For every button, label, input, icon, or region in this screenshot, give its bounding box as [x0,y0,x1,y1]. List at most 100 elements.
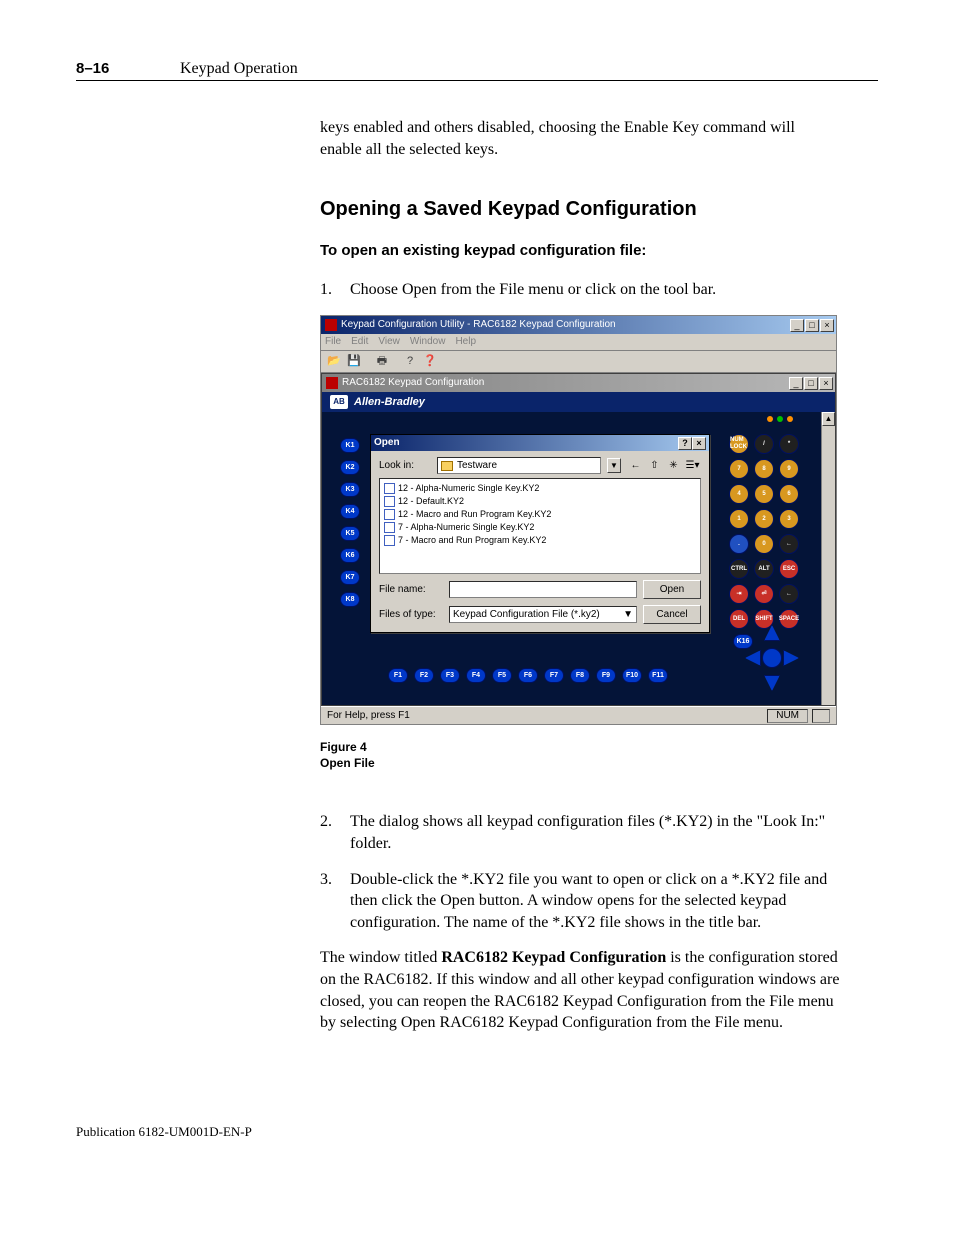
numpad-key[interactable]: 6 [779,484,799,504]
key-k4[interactable]: K4 [340,504,360,519]
key-f4[interactable]: F4 [466,668,486,683]
key-f9[interactable]: F9 [596,668,616,683]
views-icon[interactable]: ☰▾ [684,457,701,474]
minimize-button[interactable]: _ [790,319,804,332]
maximize-button[interactable]: □ [805,319,819,332]
numpad-key[interactable]: . [729,534,749,554]
key-f5[interactable]: F5 [492,668,512,683]
numpad-key[interactable]: 4 [729,484,749,504]
numpad-key[interactable]: * [779,434,799,454]
file-item[interactable]: 12 - Alpha-Numeric Single Key.KY2 [384,482,696,495]
dpad-up[interactable] [764,625,780,641]
key-f10[interactable]: F10 [622,668,642,683]
filename-field[interactable] [449,581,637,598]
file-item[interactable]: 7 - Alpha-Numeric Single Key.KY2 [384,521,696,534]
help-icon[interactable]: ? [401,353,419,370]
file-name: 7 - Alpha-Numeric Single Key.KY2 [398,521,534,533]
numpad-key[interactable]: CTRL [729,559,749,579]
whatsthis-icon[interactable]: ❓ [421,353,439,370]
numpad-key[interactable]: 8 [754,459,774,479]
numpad-key[interactable]: ALT [754,559,774,579]
menu-file[interactable]: File [325,335,341,349]
file-name: 12 - Alpha-Numeric Single Key.KY2 [398,482,539,494]
print-icon[interactable]: 🖶 [373,353,391,370]
file-list[interactable]: 12 - Alpha-Numeric Single Key.KY212 - De… [379,478,701,574]
app-icon [325,319,337,331]
numpad-key[interactable]: 0 [754,534,774,554]
toolbar: 📂 💾 🖶 ? ❓ [321,351,836,373]
key-f1[interactable]: F1 [388,668,408,683]
outer-titlebar: Keypad Configuration Utility - RAC6182 K… [321,316,836,334]
dpad-left[interactable] [745,650,761,666]
key-k6[interactable]: K6 [340,548,360,563]
numpad-key[interactable]: 7 [729,459,749,479]
numpad-key[interactable]: ⏎ [754,584,774,604]
dpad-center[interactable] [762,648,782,668]
open-icon[interactable]: 📂 [325,353,343,370]
dpad [739,625,805,691]
dialog-close-button[interactable]: × [692,437,706,450]
numpad-key[interactable]: NUM LOCK [729,434,749,454]
numpad-key[interactable]: ← [779,584,799,604]
numpad: NUM LOCK/*789456123.0←CTRLALTESC⇥⏎←DELSH… [729,434,799,629]
filetype-arrow-icon[interactable]: ▼ [623,608,633,622]
child-close-button[interactable]: × [819,377,833,390]
file-name: 12 - Default.KY2 [398,495,464,507]
file-item[interactable]: 12 - Default.KY2 [384,495,696,508]
combo-arrow-icon[interactable]: ▼ [607,458,621,473]
child-minimize-button[interactable]: _ [789,377,803,390]
close-button[interactable]: × [820,319,834,332]
filetype-field[interactable]: Keypad Configuration File (*.ky2) ▼ [449,606,637,623]
child-maximize-button[interactable]: □ [804,377,818,390]
scrollbar[interactable]: ▲ [821,412,835,705]
key-k3[interactable]: K3 [340,482,360,497]
numpad-key[interactable]: 9 [779,459,799,479]
key-k5[interactable]: K5 [340,526,360,541]
cancel-button[interactable]: Cancel [643,605,701,624]
menu-edit[interactable]: Edit [351,335,368,349]
file-item[interactable]: 12 - Macro and Run Program Key.KY2 [384,508,696,521]
key-k2[interactable]: K2 [340,460,360,475]
dpad-down[interactable] [764,675,780,691]
key-f2[interactable]: F2 [414,668,434,683]
dpad-right[interactable] [783,650,799,666]
scroll-up-icon[interactable]: ▲ [822,412,835,426]
mdi-child-window: RAC6182 Keypad Configuration _ □ × AB Al… [321,373,836,706]
numpad-key[interactable]: 5 [754,484,774,504]
numpad-key[interactable]: / [754,434,774,454]
save-icon[interactable]: 💾 [345,353,363,370]
dialog-help-button[interactable]: ? [678,437,692,450]
page-header: 8–16 Keypad Operation [76,60,878,81]
open-button[interactable]: Open [643,580,701,599]
numpad-key[interactable]: ← [779,534,799,554]
dialog-title: Open [374,436,400,450]
menu-window[interactable]: Window [410,335,446,349]
menubar: File Edit View Window Help [321,334,836,351]
numpad-key[interactable]: 3 [779,509,799,529]
numpad-key[interactable]: 2 [754,509,774,529]
key-f6[interactable]: F6 [518,668,538,683]
key-f11[interactable]: F11 [648,668,668,683]
key-k7[interactable]: K7 [340,570,360,585]
key-f8[interactable]: F8 [570,668,590,683]
key-f3[interactable]: F3 [440,668,460,683]
key-f7[interactable]: F7 [544,668,564,683]
numpad-key[interactable]: ESC [779,559,799,579]
child-icon [326,377,338,389]
up-icon[interactable]: ⇧ [646,457,663,474]
key-k8[interactable]: K8 [340,592,360,607]
file-item[interactable]: 7 - Macro and Run Program Key.KY2 [384,534,696,547]
child-titlebar: RAC6182 Keypad Configuration _ □ × [322,374,835,392]
status-leds [767,416,793,422]
newfolder-icon[interactable]: ✳ [665,457,682,474]
numpad-key[interactable]: ⇥ [729,584,749,604]
lookin-combo[interactable]: Testware [437,457,601,474]
filename-label: File name: [379,583,443,597]
numpad-key[interactable]: 1 [729,509,749,529]
key-k1[interactable]: K1 [340,438,360,453]
intro-paragraph: keys enabled and others disabled, choosi… [320,117,840,160]
back-icon[interactable]: ← [627,457,644,474]
section-heading: Opening a Saved Keypad Configuration [320,196,840,223]
menu-help[interactable]: Help [455,335,476,349]
menu-view[interactable]: View [378,335,400,349]
